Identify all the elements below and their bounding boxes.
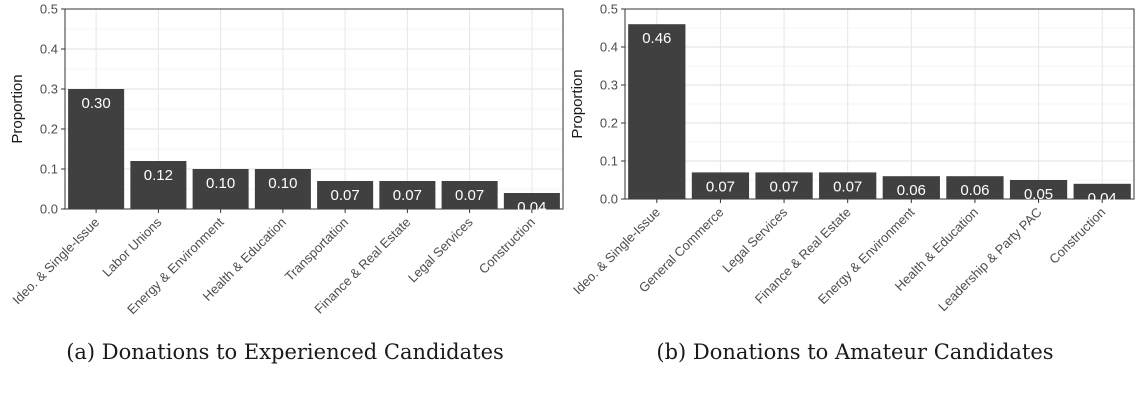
bar-chart-amateur: 0.0 0.1 0.2 0.3 0.4 0.5 0.46 0.07 0.07 0.07 0.06 0.…: [570, 2, 1135, 315]
bar-value-label: 0.30: [82, 95, 111, 112]
bar: [628, 24, 686, 200]
bar-value-label: 0.05: [1024, 186, 1053, 203]
bar-value-label: 0.07: [455, 187, 484, 204]
bar: [819, 172, 877, 199]
y-tick-label: 0.5: [600, 2, 618, 17]
x-tick-label: Labor Unions: [99, 214, 165, 280]
y-tick-label: 0.1: [40, 162, 58, 177]
bar-value-label: 0.10: [206, 175, 235, 192]
plot-border: [624, 8, 1135, 200]
chart-panel-amateur: 0.0 0.1 0.2 0.3 0.4 0.5 0.46 0.07 0.07 0.07 0.06 0.…: [570, 0, 1140, 398]
bar: [691, 172, 750, 199]
y-tick-label: 0.3: [40, 82, 58, 97]
bar-value-label: 0.07: [706, 178, 735, 195]
x-tick-label: Leadership & Party PAC: [935, 205, 1045, 315]
bar: [379, 181, 436, 209]
bar: [946, 176, 1004, 199]
bar: [254, 169, 311, 209]
y-axis-title: Proportion: [9, 74, 26, 143]
caption-amateur: (b) Donations to Amateur Candidates: [656, 340, 1054, 364]
bar: [192, 169, 249, 209]
bar-value-label: 0.06: [897, 182, 926, 199]
bar: [503, 193, 560, 209]
y-tick-label: 0.0: [600, 192, 618, 207]
bar: [68, 89, 125, 209]
bar: [130, 161, 187, 209]
bar-value-label: 0.46: [642, 30, 671, 47]
y-tick-label: 0.3: [600, 78, 618, 93]
y-tick-label: 0.0: [40, 202, 58, 217]
x-tick-label: Transportation: [282, 215, 352, 285]
bar-value-label: 0.12: [144, 167, 173, 184]
y-tick-label: 0.2: [600, 116, 618, 131]
bar-value-label: 0.07: [769, 178, 798, 195]
y-tick-label: 0.4: [40, 42, 58, 57]
y-tick-label: 0.1: [600, 154, 618, 169]
x-tick-label: Construction: [476, 215, 538, 277]
bar: [317, 181, 374, 209]
bar: [882, 176, 940, 199]
bar-value-label: 0.04: [517, 199, 546, 216]
bar-value-label: 0.06: [960, 182, 989, 199]
plot-border: [64, 8, 564, 210]
y-axis-title: Proportion: [570, 69, 586, 138]
x-tick-label: Construction: [1046, 205, 1108, 267]
bar-value-label: 0.07: [833, 178, 862, 195]
y-tick-label: 0.2: [40, 122, 58, 137]
caption-experienced: (a) Donations to Experienced Candidates: [66, 340, 504, 364]
bar-value-label: 0.04: [1088, 190, 1117, 207]
bar-value-label: 0.07: [331, 187, 360, 204]
y-tick-label: 0.5: [40, 2, 58, 17]
bar: [755, 172, 813, 199]
chart-panel-experienced: 0.0 0.1 0.2 0.3 0.4 0.5 0.30 0.12 0.10 0.10 0.07 0.…: [9, 2, 564, 364]
bar-chart-experienced: 0.0 0.1 0.2 0.3 0.4 0.5 0.30 0.12 0.10 0.10 0.07 0.…: [9, 2, 564, 317]
x-tick-label: Ideo. & Single-Issue: [9, 215, 102, 308]
bar: [1073, 183, 1131, 199]
bar: [441, 181, 498, 209]
bar-value-label: 0.10: [268, 175, 297, 192]
bar: [1009, 180, 1068, 199]
x-tick-label: Legal Services: [405, 214, 476, 285]
y-tick-label: 0.4: [600, 40, 618, 55]
x-tick-label: Legal Services: [719, 204, 790, 275]
bar-value-label: 0.07: [393, 187, 422, 204]
